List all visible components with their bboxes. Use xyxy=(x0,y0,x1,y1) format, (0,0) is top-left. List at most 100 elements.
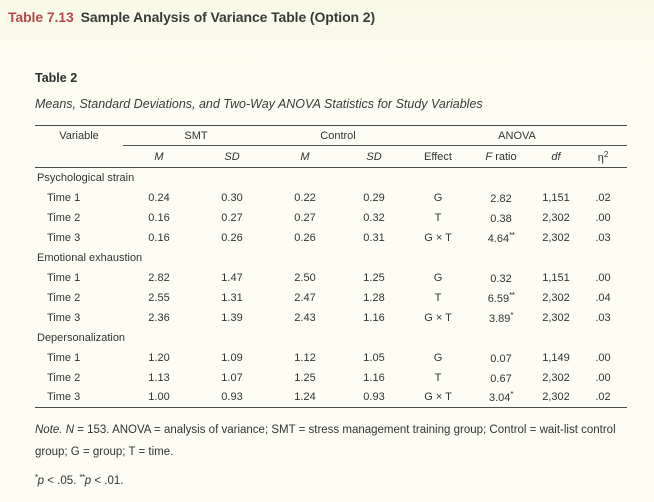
table-caption-number: Table 7.13 xyxy=(8,9,74,25)
note-body: = 153. ANOVA = analysis of variance; SMT… xyxy=(35,424,616,458)
cell-smt-sd: 0.27 xyxy=(221,211,243,224)
section-row-depersonalization: Depersonalization xyxy=(35,328,627,348)
cell-effect: T xyxy=(434,371,442,384)
cell-effect: G × T xyxy=(424,311,452,324)
cell-smt-m: 2.82 xyxy=(148,271,170,284)
cell-f-ratio: 4.64** xyxy=(487,230,515,245)
cell-control-sd: 0.93 xyxy=(341,387,408,408)
cell-smt-sd: 1.47 xyxy=(221,271,243,284)
column-group-control: Control xyxy=(269,125,408,146)
table-row: Time 2 1.13 1.07 1.25 1.16 T 0.67 2,302 … xyxy=(35,368,627,388)
note-n: N xyxy=(65,424,75,436)
column-header-smt-m: M xyxy=(123,145,195,168)
note-label: Note. xyxy=(35,424,63,436)
cell-df: 2,302 xyxy=(542,371,570,384)
table-header-columns: M SD M SD Effect F ratio df η2 xyxy=(35,145,628,168)
cell-df: 2,302 xyxy=(542,231,570,244)
column-header-df: df xyxy=(533,145,580,168)
section-label: Emotional exhaustion xyxy=(37,251,143,264)
cell-eta-squared: .00 xyxy=(595,351,611,364)
cell-control-m: 0.27 xyxy=(294,211,316,224)
cell-smt-sd: 1.39 xyxy=(221,311,243,324)
cell-df: 2,302 xyxy=(533,387,580,408)
column-header-f-ratio: F ratio xyxy=(469,145,534,168)
cell-df: 1,151 xyxy=(542,191,570,204)
column-header-effect: Effect xyxy=(407,145,470,168)
cell-eta-squared: .00 xyxy=(595,371,611,384)
cell-eta-squared: .00 xyxy=(595,271,611,284)
anova-table: Variable SMT Control ANOVA M SD M SD Eff… xyxy=(35,125,628,408)
table-row: Time 1 0.24 0.30 0.22 0.29 G 2.82 1,151 … xyxy=(35,188,627,208)
column-group-anova: ANOVA xyxy=(407,125,628,146)
cell-control-sd: 1.05 xyxy=(363,351,385,364)
row-label: Time 1 xyxy=(47,191,81,204)
note-text: Note. N = 153. ANOVA = analysis of varia… xyxy=(35,419,629,463)
table-number: Table 2 xyxy=(35,71,78,85)
row-label: Time 2 xyxy=(47,291,81,304)
cell-f-ratio: 0.07 xyxy=(490,352,512,365)
cell-control-m: 0.26 xyxy=(294,231,316,244)
section-row-emotional-exhaustion: Emotional exhaustion xyxy=(35,248,627,268)
cell-smt-m: 0.24 xyxy=(148,191,170,204)
table-row: Time 1 1.20 1.09 1.12 1.05 G 0.07 1,149 … xyxy=(35,348,627,368)
column-header-control-m: M xyxy=(269,145,342,168)
row-label: Time 3 xyxy=(47,231,81,244)
cell-effect: G xyxy=(433,351,443,364)
significance-note: *p < .05. **p < .01. xyxy=(35,473,124,487)
section-label: Depersonalization xyxy=(37,331,126,344)
cell-f-ratio: 2.82 xyxy=(490,192,512,205)
cell-eta-squared: .04 xyxy=(595,291,611,304)
cell-eta-squared: .03 xyxy=(595,231,611,244)
column-header-variable: Variable xyxy=(59,129,99,142)
table-caption: Table 7.13 Sample Analysis of Variance Ta… xyxy=(8,9,375,25)
row-label: Time 1 xyxy=(47,351,81,364)
cell-df: 2,302 xyxy=(542,211,570,224)
cell-eta-squared: .03 xyxy=(595,311,611,324)
cell-smt-sd: 1.31 xyxy=(221,291,243,304)
cell-f-ratio: 0.67 xyxy=(490,372,512,385)
cell-df: 1,149 xyxy=(542,351,570,364)
table-header-spanners: Variable SMT Control ANOVA xyxy=(35,125,628,146)
cell-smt-sd: 1.07 xyxy=(221,371,243,384)
cell-control-m: 1.24 xyxy=(269,387,342,408)
row-label: Time 1 xyxy=(47,271,81,284)
row-label: Time 2 xyxy=(47,371,81,384)
section-label: Psychological strain xyxy=(37,171,135,184)
row-label: Time 3 xyxy=(35,387,123,408)
cell-control-sd: 1.16 xyxy=(363,371,385,384)
cell-control-m: 0.22 xyxy=(294,191,316,204)
cell-smt-m: 0.16 xyxy=(148,211,170,224)
cell-df: 1,151 xyxy=(542,271,570,284)
column-header-smt-sd: SD xyxy=(195,145,270,168)
cell-control-sd: 1.16 xyxy=(363,311,385,324)
cell-smt-m: 1.13 xyxy=(148,371,170,384)
cell-effect: G xyxy=(433,191,443,204)
cell-effect: T xyxy=(434,291,442,304)
cell-smt-m: 1.00 xyxy=(123,387,195,408)
table-row: Time 2 0.16 0.27 0.27 0.32 T 0.38 2,302 … xyxy=(35,208,627,228)
cell-f-ratio: 3.04* xyxy=(469,387,534,408)
cell-control-sd: 1.25 xyxy=(363,271,385,284)
cell-f-ratio: 0.32 xyxy=(490,272,512,285)
table-row: Time 3 0.16 0.26 0.26 0.31 G × T 4.64** … xyxy=(35,228,627,248)
cell-f-ratio: 3.89* xyxy=(488,310,514,325)
cell-eta-squared: .02 xyxy=(579,387,628,408)
row-label: Time 3 xyxy=(47,311,81,324)
cell-effect: G × T xyxy=(424,231,452,244)
table-title: Means, Standard Deviations, and Two-Way … xyxy=(35,97,483,111)
cell-eta-squared: .00 xyxy=(595,211,611,224)
table-note: Note. N = 153. ANOVA = analysis of varia… xyxy=(35,419,629,492)
column-header-eta-squared: η2 xyxy=(579,145,628,168)
cell-smt-m: 2.55 xyxy=(148,291,170,304)
cell-control-m: 2.50 xyxy=(294,271,316,284)
cell-effect: T xyxy=(434,211,442,224)
cell-control-m: 2.47 xyxy=(294,291,316,304)
cell-control-m: 2.43 xyxy=(294,311,316,324)
column-group-smt: SMT xyxy=(123,125,270,146)
cell-f-ratio: 6.59** xyxy=(487,290,515,305)
table-row: Time 3 2.36 1.39 2.43 1.16 G × T 3.89* 2… xyxy=(35,308,627,328)
cell-control-sd: 0.31 xyxy=(363,231,385,244)
cell-df: 2,302 xyxy=(542,311,570,324)
cell-smt-sd: 0.93 xyxy=(195,387,270,408)
